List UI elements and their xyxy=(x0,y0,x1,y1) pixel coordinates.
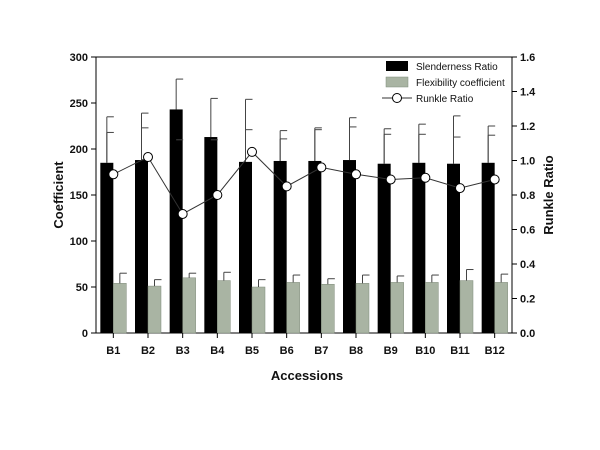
x-tick-label: B1 xyxy=(106,345,120,357)
right-tick-label: 0.0 xyxy=(520,328,535,340)
right-tick-label: 0.8 xyxy=(520,190,535,202)
y-axis-title: Coefficient xyxy=(51,161,66,229)
runkle-line xyxy=(113,151,495,215)
slenderness-bar xyxy=(169,109,183,333)
left-tick-label: 100 xyxy=(70,236,88,248)
slenderness-bar xyxy=(481,162,495,333)
flexibility-bar xyxy=(355,283,370,334)
slenderness-bar xyxy=(273,160,287,333)
legend-swatch-flexibility xyxy=(385,76,409,88)
plot-area xyxy=(95,56,513,334)
x-tick-label: B12 xyxy=(485,345,505,357)
legend-swatch-slenderness xyxy=(386,61,408,71)
flexibility-bar xyxy=(286,282,300,334)
x-tick-label: B8 xyxy=(349,345,363,357)
left-tick-label: 200 xyxy=(70,144,88,156)
flexibility-bar xyxy=(494,282,508,334)
slenderness-bar xyxy=(204,137,218,333)
flexibility-bar xyxy=(425,282,439,334)
left-axis: 0 50 100 150 200 250 300 xyxy=(70,52,96,340)
left-tick-label: 150 xyxy=(70,190,88,202)
x-tick-label: B6 xyxy=(280,345,294,357)
x-tick-label: B4 xyxy=(210,345,225,357)
x-tick-label: B9 xyxy=(384,345,398,357)
left-tick-label: 50 xyxy=(76,282,88,294)
x-axis: B1 B2 B3 B4 B5 B6 B7 B8 B9 B10 B11 B12 xyxy=(106,333,505,357)
right-tick-label: 0.6 xyxy=(520,225,535,237)
x-tick-label: B3 xyxy=(176,345,190,357)
runkle-point xyxy=(108,169,119,180)
runkle-point xyxy=(212,190,223,200)
flexibility-bar xyxy=(113,283,127,334)
right-axis: 0.0 0.2 0.4 0.6 0.8 1.0 1.2 1.4 1.6 xyxy=(512,52,536,340)
runkle-point xyxy=(455,183,465,194)
flexibility-bar xyxy=(147,285,162,334)
legend: Slenderness Ratio Flexibility coefficient… xyxy=(382,61,505,105)
slenderness-bar xyxy=(343,160,356,333)
runkle-point xyxy=(489,174,500,185)
x-tick-label: B7 xyxy=(314,345,328,357)
right-tick-label: 1.4 xyxy=(520,87,536,99)
legend-label-runkle: Runkle Ratio xyxy=(416,94,474,105)
runkle-point xyxy=(316,162,327,173)
flexibility-bar xyxy=(459,280,474,334)
legend-label-flexibility: Flexibility coefficient xyxy=(416,78,505,89)
right-tick-label: 1.2 xyxy=(520,121,535,133)
runkle-point xyxy=(385,174,396,185)
flexibility-bar xyxy=(390,282,404,334)
flexibility-bar xyxy=(182,277,196,334)
right-tick-label: 1.0 xyxy=(520,156,535,168)
right-tick-label: 1.6 xyxy=(520,52,535,64)
x-tick-label: B5 xyxy=(245,345,259,357)
legend-label-slenderness: Slenderness Ratio xyxy=(416,62,498,73)
left-tick-label: 300 xyxy=(70,52,88,64)
runkle-point xyxy=(420,172,431,183)
slenderness-bar xyxy=(447,163,460,333)
runkle-point xyxy=(247,146,257,157)
x-axis-title: Accessions xyxy=(271,368,343,383)
left-tick-label: 250 xyxy=(70,98,88,110)
legend-marker-runkle xyxy=(392,93,402,103)
left-tick-label: 0 xyxy=(82,328,88,340)
slenderness-bar xyxy=(239,161,252,333)
slenderness-bar xyxy=(377,163,391,333)
slenderness-bar xyxy=(135,160,148,333)
runkle-point xyxy=(351,169,361,180)
x-tick-label: B10 xyxy=(415,345,435,357)
runkle-point xyxy=(177,208,188,219)
flexibility-bar xyxy=(217,280,231,334)
x-tick-label: B11 xyxy=(450,345,470,357)
x-tick-label: B2 xyxy=(141,345,155,357)
flexibility-bar xyxy=(321,283,335,334)
y2-axis-title: Runkle Ratio xyxy=(541,155,556,235)
slenderness-bar xyxy=(412,162,426,333)
slenderness-bar xyxy=(100,162,114,333)
right-tick-label: 0.2 xyxy=(520,294,535,306)
runkle-point xyxy=(143,152,153,163)
flexibility-bar xyxy=(251,286,266,334)
runkle-point xyxy=(281,181,292,192)
right-tick-label: 0.4 xyxy=(520,259,536,271)
slenderness-bar xyxy=(308,160,322,333)
